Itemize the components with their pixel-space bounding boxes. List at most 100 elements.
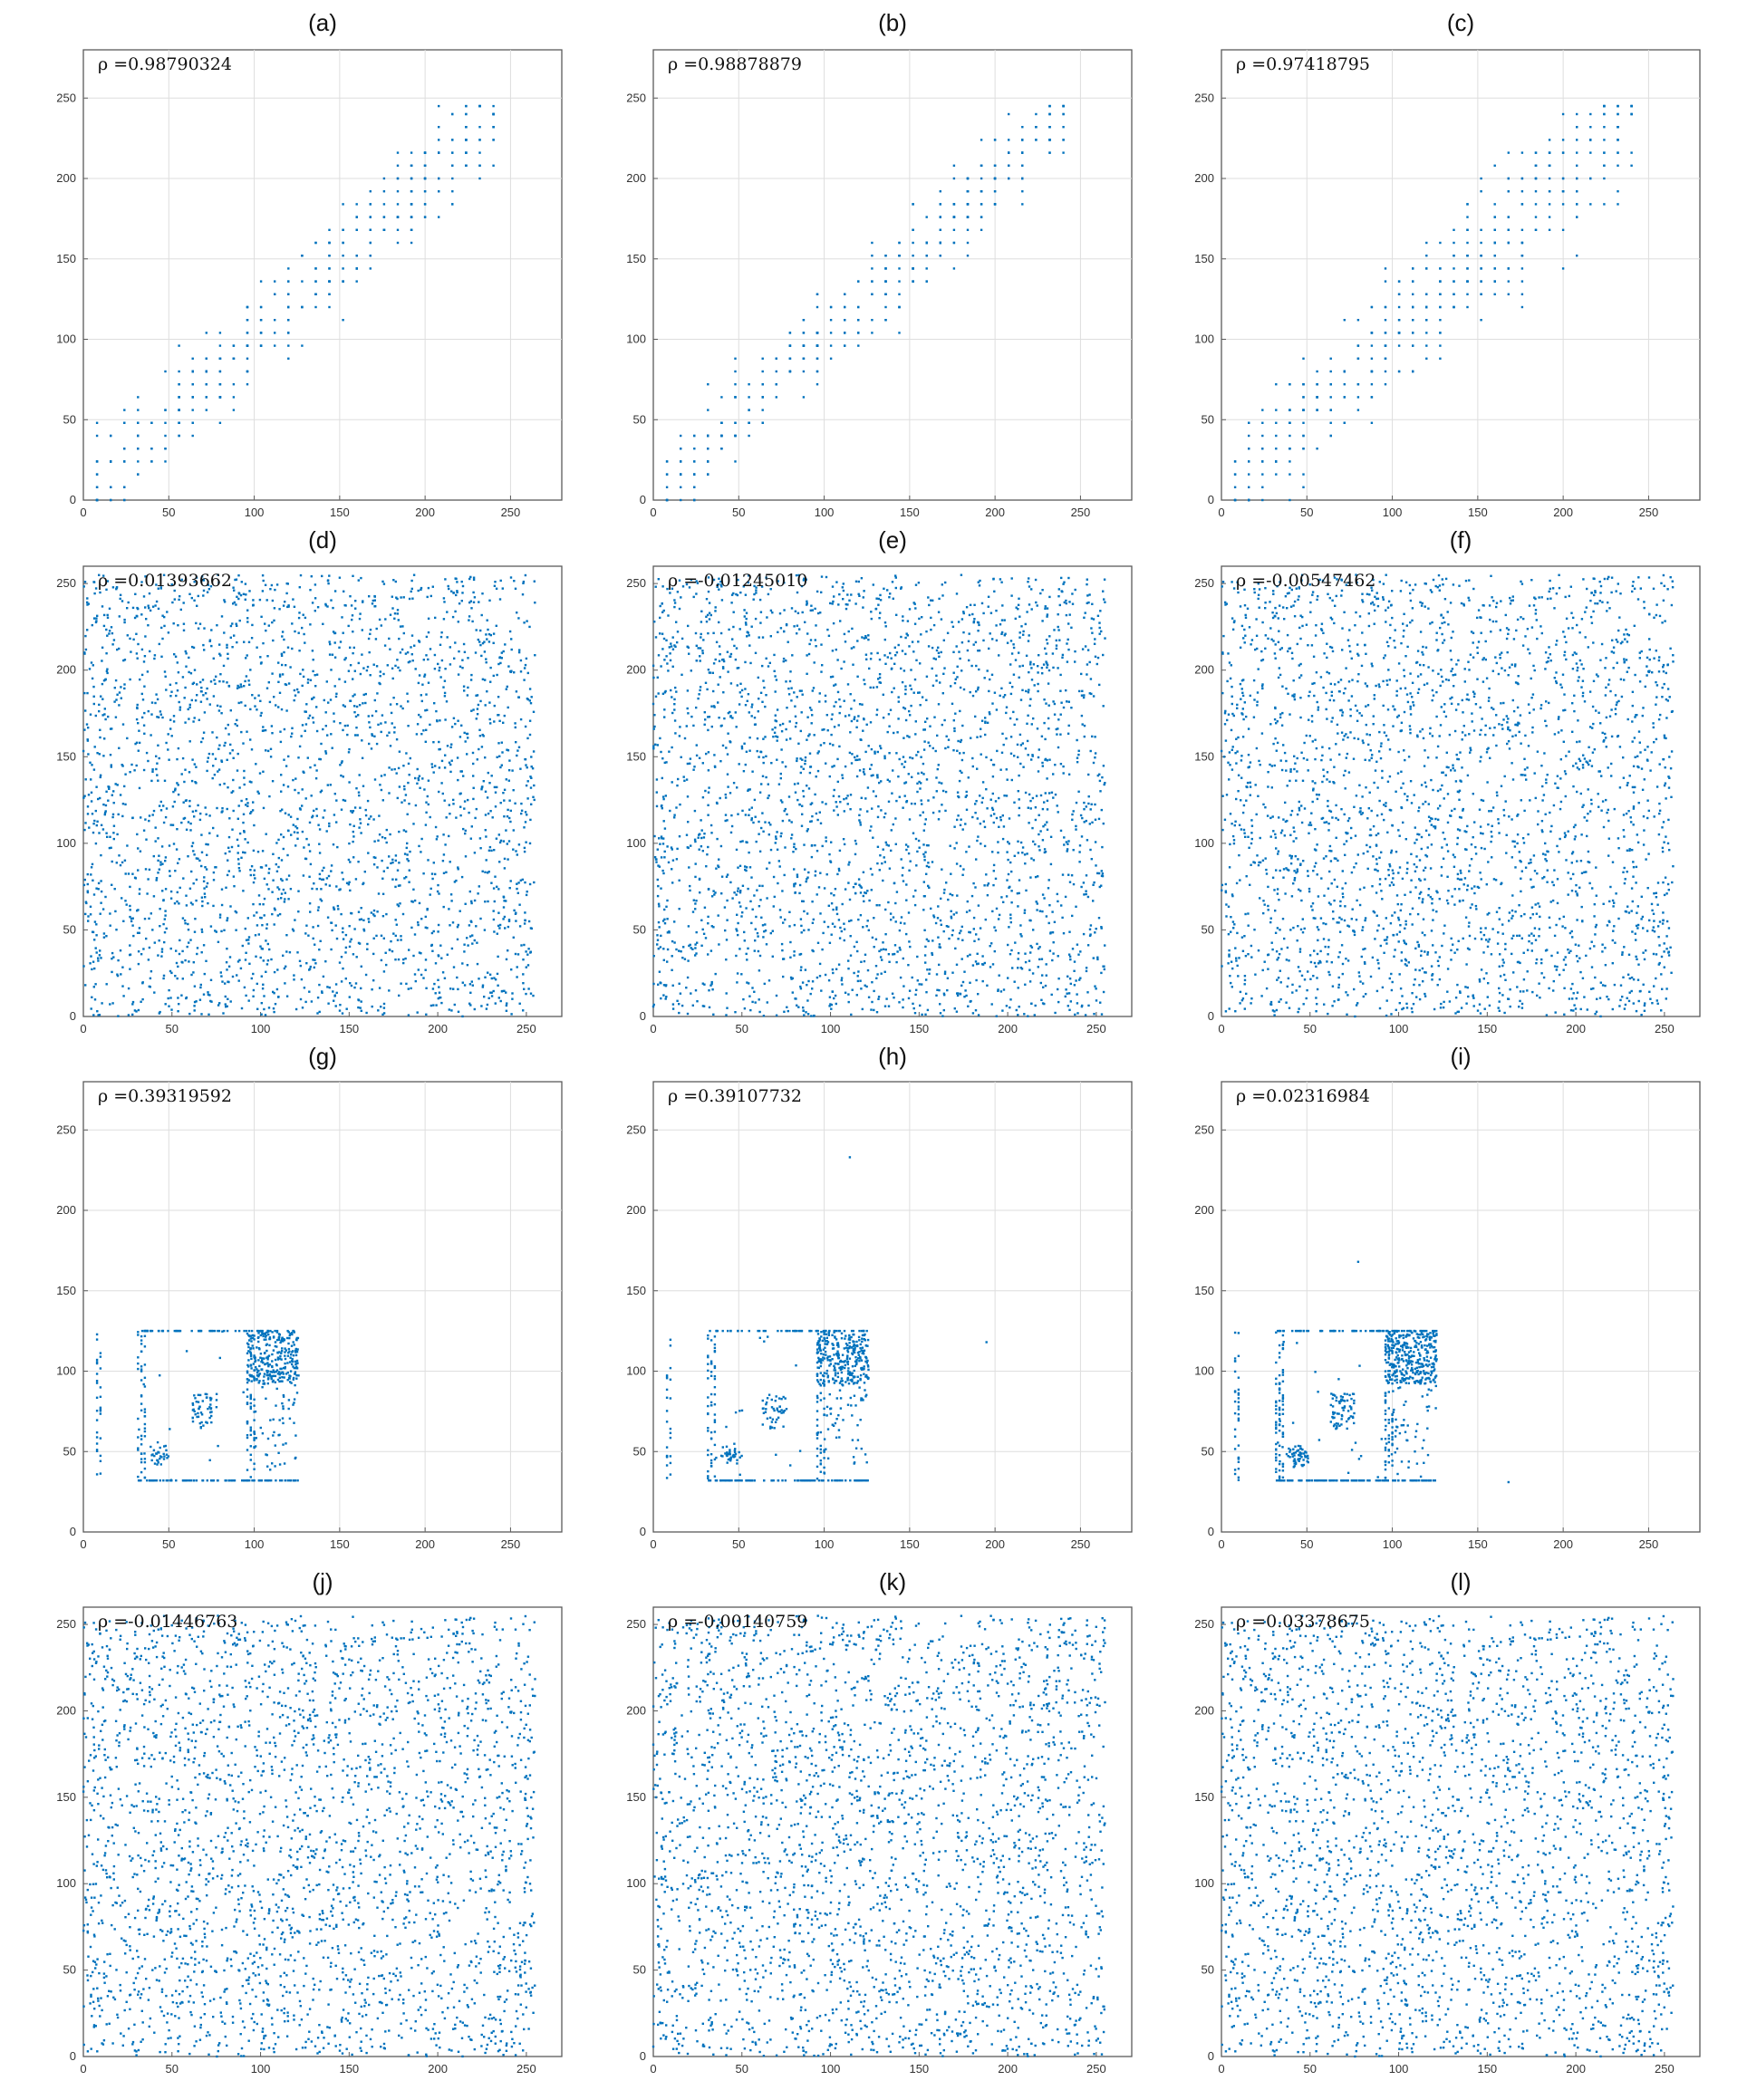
scatter-point xyxy=(262,983,265,986)
scatter-point xyxy=(1051,652,1055,655)
scatter-point xyxy=(397,766,401,770)
scatter-point xyxy=(895,799,898,803)
scatter-point xyxy=(236,844,240,847)
scatter-point xyxy=(366,799,370,803)
scatter-point xyxy=(860,796,863,799)
scatter-point xyxy=(123,859,127,862)
scatter-point xyxy=(807,929,810,931)
scatter-point xyxy=(1425,344,1428,347)
scatter-point xyxy=(431,987,435,990)
scatter-point xyxy=(424,915,427,919)
scatter-point xyxy=(462,642,466,646)
scatter-point xyxy=(286,829,290,832)
scatter-point xyxy=(734,658,738,661)
scatter-point xyxy=(259,332,263,334)
scatter-point xyxy=(1080,694,1084,697)
scatter-point xyxy=(1021,139,1024,141)
scatter-point xyxy=(470,980,473,983)
scatter-point xyxy=(477,638,479,641)
scatter-point xyxy=(93,592,96,595)
scatter-point xyxy=(461,962,464,965)
scatter-point xyxy=(148,592,151,595)
scatter-point xyxy=(1466,203,1469,206)
scatter-point xyxy=(217,709,221,712)
scatter-point xyxy=(1087,795,1090,798)
scatter-point xyxy=(298,586,301,589)
x-tick-label: 250 xyxy=(1071,506,1091,519)
scatter-point xyxy=(1000,751,1004,754)
scatter-point xyxy=(1466,216,1469,218)
scatter-point xyxy=(522,973,525,976)
scatter-point xyxy=(380,730,382,734)
scatter-point xyxy=(496,885,498,888)
scatter-point xyxy=(232,396,236,399)
scatter-point xyxy=(1032,859,1036,862)
scatter-point xyxy=(245,994,247,997)
scatter-point xyxy=(802,1009,805,1012)
x-tick-label: 0 xyxy=(1218,506,1224,519)
scatter-point xyxy=(521,878,524,881)
scatter-point xyxy=(522,580,526,583)
scatter-point xyxy=(351,811,353,814)
scatter-point xyxy=(193,815,196,818)
scatter-point xyxy=(372,663,375,666)
scatter-point xyxy=(972,916,976,920)
scatter-point xyxy=(1094,638,1096,641)
scatter-point xyxy=(181,676,185,679)
scatter-point xyxy=(1008,139,1010,141)
scatter-point xyxy=(786,1006,788,1008)
scatter-point xyxy=(520,802,523,805)
scatter-point xyxy=(1072,849,1075,852)
scatter-point xyxy=(1630,151,1633,154)
scatter-point xyxy=(217,770,219,773)
scatter-point xyxy=(1275,383,1278,386)
scatter-point xyxy=(168,758,170,761)
scatter-point xyxy=(219,705,222,708)
scatter-point xyxy=(121,985,124,987)
scatter-point xyxy=(829,357,833,360)
scatter-point xyxy=(1412,267,1414,270)
scatter-point xyxy=(768,862,771,864)
scatter-point xyxy=(935,674,938,677)
scatter-point xyxy=(371,988,373,991)
scatter-points xyxy=(1233,104,1633,502)
scatter-point xyxy=(298,745,302,748)
scatter-point xyxy=(137,460,140,463)
scatter-point xyxy=(382,870,385,872)
scatter-point xyxy=(854,758,857,762)
scatter-point xyxy=(1073,969,1076,972)
scatter-point xyxy=(857,344,860,347)
scatter-point xyxy=(414,776,417,780)
scatter-point xyxy=(838,869,841,872)
scatter-point xyxy=(192,850,195,853)
scatter-point xyxy=(397,904,401,908)
scatter-point xyxy=(749,900,752,903)
scatter-point xyxy=(163,624,166,628)
scatter-point xyxy=(497,984,499,987)
scatter-point xyxy=(524,757,526,761)
scatter-point xyxy=(227,657,229,660)
scatter-point xyxy=(478,177,481,180)
scatter-point xyxy=(509,880,512,882)
scatter-point xyxy=(252,972,255,976)
scatter-point xyxy=(256,924,259,927)
scatter-point xyxy=(407,762,410,766)
scatter-point xyxy=(487,812,490,815)
scatter-point xyxy=(348,781,351,784)
scatter-point xyxy=(244,598,246,601)
scatter-point xyxy=(426,708,429,711)
scatter-point xyxy=(412,954,415,958)
scatter-point xyxy=(670,846,673,849)
scatter-point xyxy=(448,834,450,838)
scatter-point xyxy=(99,796,101,800)
scatter-point xyxy=(700,819,702,822)
scatter-point xyxy=(223,601,227,603)
scatter-point xyxy=(113,700,116,703)
scatter-point xyxy=(244,838,246,841)
scatter-point xyxy=(207,756,209,759)
scatter-point xyxy=(874,965,878,968)
scatter-point xyxy=(217,581,220,584)
scatter-point xyxy=(270,958,273,961)
scatter-point xyxy=(431,585,434,588)
scatter-point xyxy=(224,741,227,745)
